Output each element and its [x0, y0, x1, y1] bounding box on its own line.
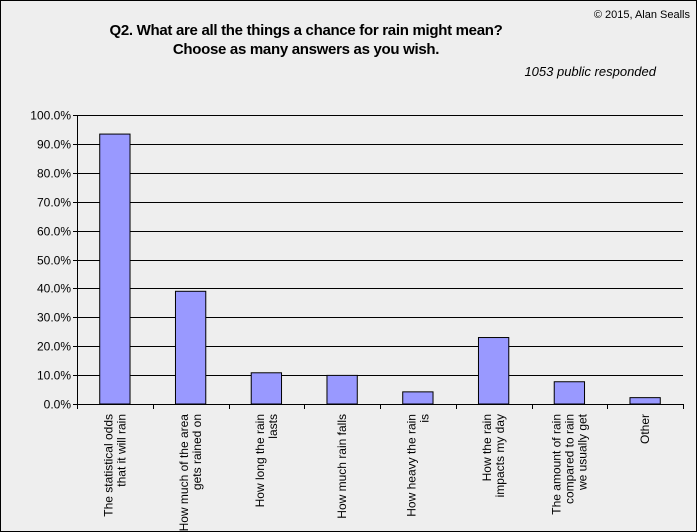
x-tick-label: gets rained on: [190, 414, 204, 490]
bar: [629, 397, 661, 405]
y-tick-label: 80.0%: [37, 167, 71, 181]
x-tick-label: impacts my day: [493, 414, 507, 497]
subtitle-line: Choose as many answers as you wish.: [172, 41, 440, 58]
x-tick-label: compared to rain: [562, 414, 576, 504]
x-tick-label: How long the rain: [253, 414, 267, 507]
chart-title: Q2. What are all the things a chance for…: [41, 21, 571, 59]
x-tick-label: How much of the area: [177, 414, 191, 531]
x-tick-label: we usually get: [575, 413, 589, 491]
x-tick-label: The statistical odds: [101, 414, 115, 517]
y-tick-label: 30.0%: [37, 311, 71, 325]
y-tick-label: 20.0%: [37, 340, 71, 354]
x-tick-label: that it will rain: [114, 414, 128, 487]
y-tick-label: 60.0%: [37, 225, 71, 239]
bar: [174, 290, 207, 405]
y-tick-label: 0.0%: [44, 398, 72, 412]
respondents-note: 1053 public responded: [524, 64, 656, 79]
y-tick-label: 90.0%: [37, 138, 71, 152]
x-tick-label: The amount of rain: [549, 414, 563, 515]
x-tick-label: lasts: [266, 414, 280, 439]
bar: [99, 133, 131, 405]
y-tick-label: 50.0%: [37, 254, 71, 268]
x-tick-label: is: [417, 414, 431, 423]
x-tick-label: How heavy the rain: [404, 414, 418, 517]
bar: [477, 337, 510, 405]
y-tick-label: 10.0%: [37, 369, 71, 383]
title-line: Q2. What are all the things a chance for…: [109, 22, 503, 39]
y-tick-label: 70.0%: [37, 196, 71, 210]
y-tick-label: 40.0%: [37, 282, 71, 296]
bar: [250, 372, 283, 405]
x-tick-label: How the rain: [480, 414, 494, 481]
bar: [553, 381, 586, 405]
bar: [326, 374, 358, 405]
copyright: © 2015, Alan Sealls: [593, 9, 690, 21]
x-tick-label: Other: [638, 414, 652, 444]
bar: [402, 391, 434, 405]
y-tick-label: 100.0%: [30, 109, 71, 123]
x-tick-label: How much rain falls: [335, 414, 349, 519]
